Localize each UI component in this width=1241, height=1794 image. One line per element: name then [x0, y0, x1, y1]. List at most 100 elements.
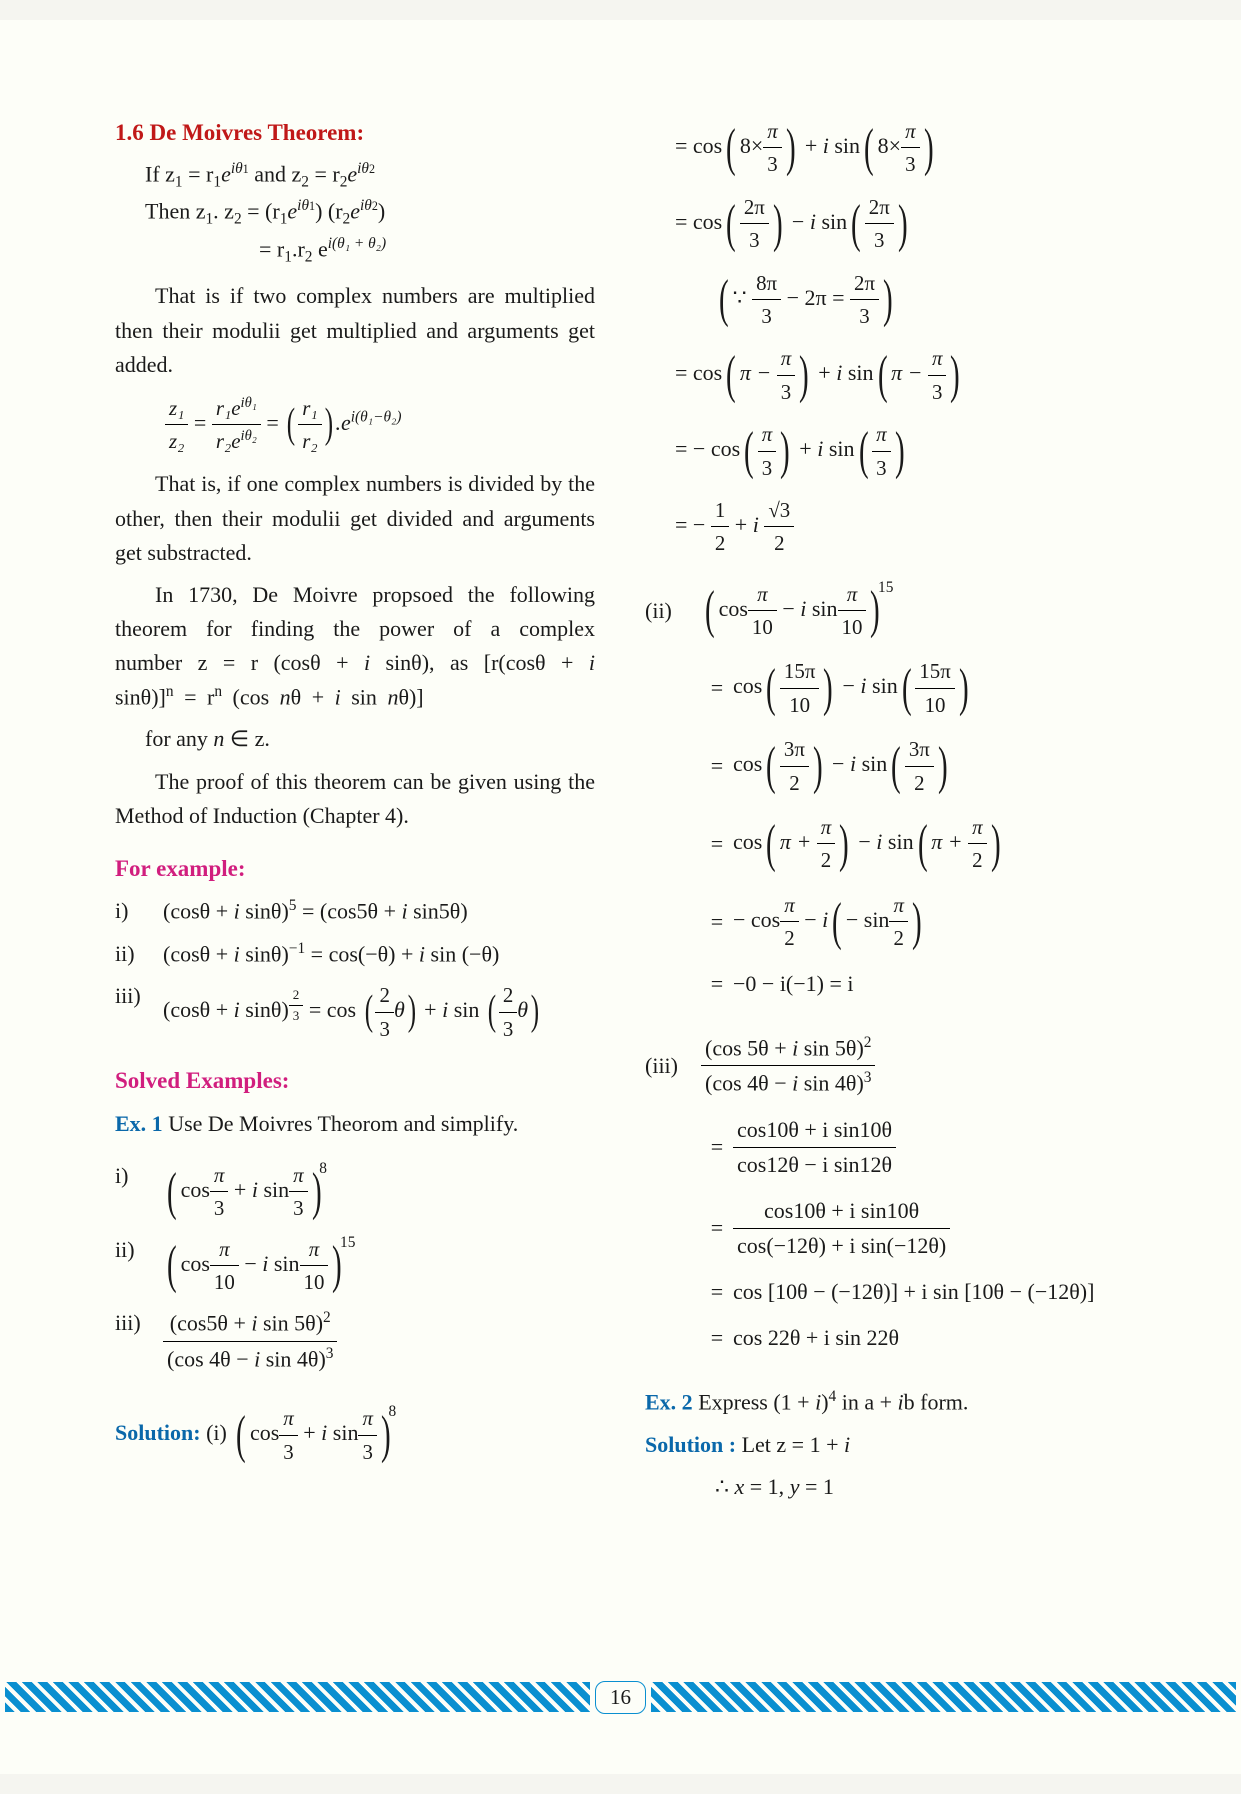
text: (cos 4θ −: [705, 1070, 792, 1095]
big-frac: (cos 5θ + i sin 5θ)2 (cos 4θ − i sin 4θ)…: [701, 1031, 875, 1101]
frac: 15π10: [915, 655, 954, 721]
frac: π3: [928, 342, 946, 408]
paren: ): [823, 667, 833, 709]
n: π: [289, 1159, 307, 1192]
frac: π2: [968, 811, 986, 877]
cos: cos: [733, 673, 762, 698]
sol-i-step4: = cos(π − π3) + i sin(π − π3): [675, 342, 1125, 408]
body: (cosθ + i sinθ)−1 = cos(−θ) + i sin (−θ): [163, 937, 595, 971]
page-number: 16: [595, 1681, 646, 1714]
text: (cos 4θ −: [167, 1346, 254, 1371]
text: sinθ): [240, 899, 289, 924]
paren: (: [766, 745, 776, 787]
d: 10: [838, 611, 867, 643]
sup: 3: [326, 1345, 334, 1362]
b: +: [799, 133, 822, 158]
c: sin: [829, 133, 860, 158]
text: ): [821, 1389, 828, 1414]
paren: ): [923, 127, 933, 169]
num: (cos 5θ + i sin 5θ)2: [701, 1031, 875, 1066]
d: 3: [758, 452, 776, 484]
label: i): [115, 1159, 163, 1193]
body: − cosπ2 − i(− sinπ2): [733, 889, 1125, 955]
page: 1.6 De Moivres Theorem: If z1 = r1eiθ1 a…: [0, 20, 1241, 1774]
sup2: 2: [369, 162, 375, 176]
d: cos12θ − i sin12θ: [733, 1148, 896, 1182]
frac: π3: [289, 1159, 307, 1225]
sub: 2: [234, 211, 242, 228]
paren: (: [877, 354, 887, 396]
frac: 23: [499, 979, 517, 1045]
body: cos10θ + i sin10θcos(−12θ) + i sin(−12θ): [733, 1194, 1125, 1263]
theta: θ: [394, 997, 405, 1022]
sup: n: [166, 683, 174, 700]
n: 2π: [850, 267, 879, 300]
sup: iθ₁: [241, 395, 257, 411]
paren: (: [364, 994, 372, 1030]
paren: (: [236, 1414, 246, 1456]
paren: (: [719, 278, 729, 320]
paren: ): [332, 1244, 342, 1286]
para-forany: for any n ∈ z.: [145, 722, 595, 756]
b: +: [794, 436, 817, 461]
pre: π −: [891, 360, 928, 385]
solution-label: Solution:: [115, 1420, 201, 1445]
paren: (: [167, 1244, 177, 1286]
paren: (: [891, 745, 901, 787]
frac: π2: [889, 889, 907, 955]
text: .e: [336, 410, 351, 435]
n: 2: [289, 985, 304, 1006]
para-proof: The proof of this theorem can be given u…: [115, 765, 595, 833]
paren: ): [312, 1171, 322, 1213]
c: sin: [867, 673, 898, 698]
label: ii): [115, 1233, 163, 1267]
num: (cos5θ + i sin 5θ)2: [163, 1306, 337, 1341]
sol-iii-2: = cos10θ + i sin10θcos(−12θ) + i sin(−12…: [645, 1194, 1125, 1263]
sub: 1: [175, 173, 183, 190]
paren: ): [938, 745, 948, 787]
frac: 12: [711, 494, 729, 560]
n: cos10θ + i sin10θ: [733, 1113, 896, 1148]
paren: ): [813, 745, 823, 787]
n: π: [968, 811, 986, 844]
label: (i): [206, 1420, 227, 1445]
eq: =: [701, 1211, 733, 1245]
cos: cos: [719, 596, 748, 621]
n: π: [838, 578, 867, 611]
n: 15π: [915, 655, 954, 688]
n: π: [780, 889, 798, 922]
solution-label: Solution :: [645, 1432, 736, 1457]
text: (cosθ +: [163, 899, 234, 924]
it: n: [280, 684, 291, 709]
text: θ)]: [398, 684, 423, 709]
paren: ): [895, 430, 905, 472]
sub: 2: [301, 173, 309, 190]
text: = r: [174, 684, 215, 709]
sign: +: [303, 1420, 315, 1445]
i: i: [252, 1177, 258, 1202]
paren: ): [408, 994, 416, 1030]
d: 3: [850, 300, 879, 332]
paren: ): [531, 994, 539, 1030]
text: Use De Moivres Theorom and simplify.: [163, 1111, 519, 1136]
frac: π3: [279, 1402, 297, 1468]
sup: 3: [864, 1069, 872, 1086]
d: 3: [777, 376, 795, 408]
n: π: [358, 1402, 376, 1435]
text: (cosθ +: [163, 997, 234, 1022]
frac: cos10θ + i sin10θcos12θ − i sin12θ: [733, 1113, 896, 1182]
text: sinθ), as [r(cosθ +: [370, 650, 589, 675]
text: (cos: [222, 684, 280, 709]
n: π: [817, 811, 835, 844]
frac: π3: [210, 1159, 228, 1225]
left-column: 1.6 De Moivres Theorem: If z1 = r1eiθ1 a…: [115, 115, 595, 1634]
sin: sin: [333, 1420, 359, 1445]
num: r₁eiθ₁: [212, 392, 261, 425]
eq: =: [266, 410, 284, 435]
sol-i-final: = − 12 + i √32: [675, 494, 1125, 560]
text: = cos(−θ) +: [305, 941, 419, 966]
ex1-title: Ex. 1 Use De Moivres Theorom and simplif…: [115, 1107, 595, 1141]
frac: π3: [763, 115, 781, 181]
sol-iii-1: = cos10θ + i sin10θcos12θ − i sin12θ: [645, 1113, 1125, 1182]
c: sin: [842, 360, 873, 385]
